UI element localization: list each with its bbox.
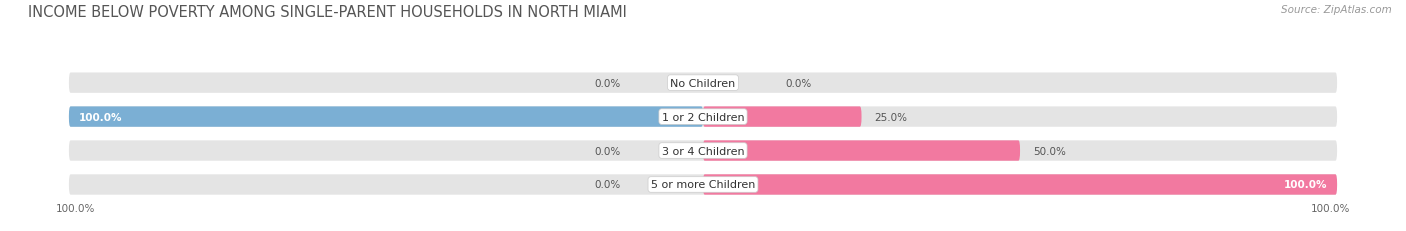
Text: 25.0%: 25.0% bbox=[875, 112, 907, 122]
Text: No Children: No Children bbox=[671, 78, 735, 88]
FancyBboxPatch shape bbox=[69, 107, 703, 127]
Text: 0.0%: 0.0% bbox=[595, 78, 620, 88]
Text: 100.0%: 100.0% bbox=[56, 203, 96, 213]
FancyBboxPatch shape bbox=[69, 175, 1337, 195]
FancyBboxPatch shape bbox=[703, 175, 1337, 195]
FancyBboxPatch shape bbox=[703, 107, 862, 127]
FancyBboxPatch shape bbox=[703, 141, 1019, 161]
Text: 5 or more Children: 5 or more Children bbox=[651, 180, 755, 190]
Text: 0.0%: 0.0% bbox=[595, 180, 620, 190]
Text: 3 or 4 Children: 3 or 4 Children bbox=[662, 146, 744, 156]
Text: 1 or 2 Children: 1 or 2 Children bbox=[662, 112, 744, 122]
Text: 50.0%: 50.0% bbox=[1033, 146, 1066, 156]
Text: INCOME BELOW POVERTY AMONG SINGLE-PARENT HOUSEHOLDS IN NORTH MIAMI: INCOME BELOW POVERTY AMONG SINGLE-PARENT… bbox=[28, 5, 627, 20]
Text: 100.0%: 100.0% bbox=[1284, 180, 1327, 190]
Text: 100.0%: 100.0% bbox=[79, 112, 122, 122]
FancyBboxPatch shape bbox=[69, 107, 1337, 127]
FancyBboxPatch shape bbox=[69, 141, 1337, 161]
Text: 0.0%: 0.0% bbox=[786, 78, 811, 88]
FancyBboxPatch shape bbox=[69, 73, 1337, 93]
Text: Source: ZipAtlas.com: Source: ZipAtlas.com bbox=[1281, 5, 1392, 15]
Text: 0.0%: 0.0% bbox=[595, 146, 620, 156]
Text: 100.0%: 100.0% bbox=[1310, 203, 1350, 213]
